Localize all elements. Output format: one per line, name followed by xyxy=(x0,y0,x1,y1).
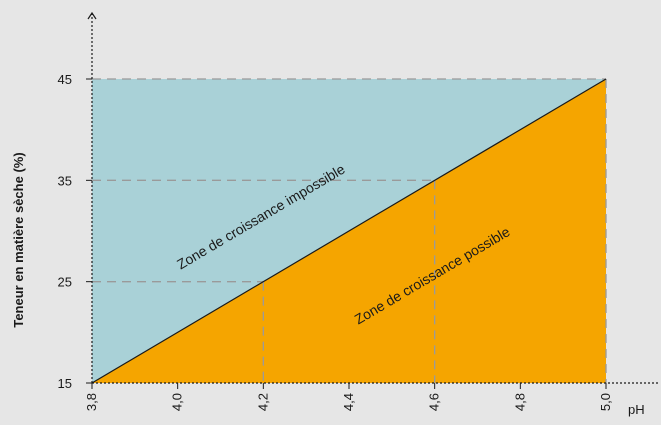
x-tick-label: 4,4 xyxy=(341,393,356,411)
x-tick-label: 4,8 xyxy=(512,393,527,411)
y-axis-title: Teneur en matière sèche (%) xyxy=(11,152,26,327)
boundary-line xyxy=(91,78,607,384)
x-tick-label: 4,2 xyxy=(255,393,270,411)
y-tick-label: 15 xyxy=(58,376,72,391)
x-ticks: 3,8 4,0 4,2 4,4 4,6 4,8 5,0 xyxy=(84,383,613,411)
x-tick-label: 4,6 xyxy=(427,393,442,411)
x-tick-label: 4,0 xyxy=(170,393,185,411)
x-axis-title: pH xyxy=(628,402,645,417)
y-tick-label: 35 xyxy=(58,173,72,188)
x-tick-label: 3,8 xyxy=(84,393,99,411)
y-tick-label: 45 xyxy=(58,72,72,87)
reference-dashes xyxy=(92,78,607,383)
y-axis-arrow-icon xyxy=(87,11,97,20)
x-tick-label: 5,0 xyxy=(598,393,613,411)
y-ticks: 15 25 35 45 xyxy=(58,72,92,391)
y-tick-label: 25 xyxy=(58,275,72,290)
